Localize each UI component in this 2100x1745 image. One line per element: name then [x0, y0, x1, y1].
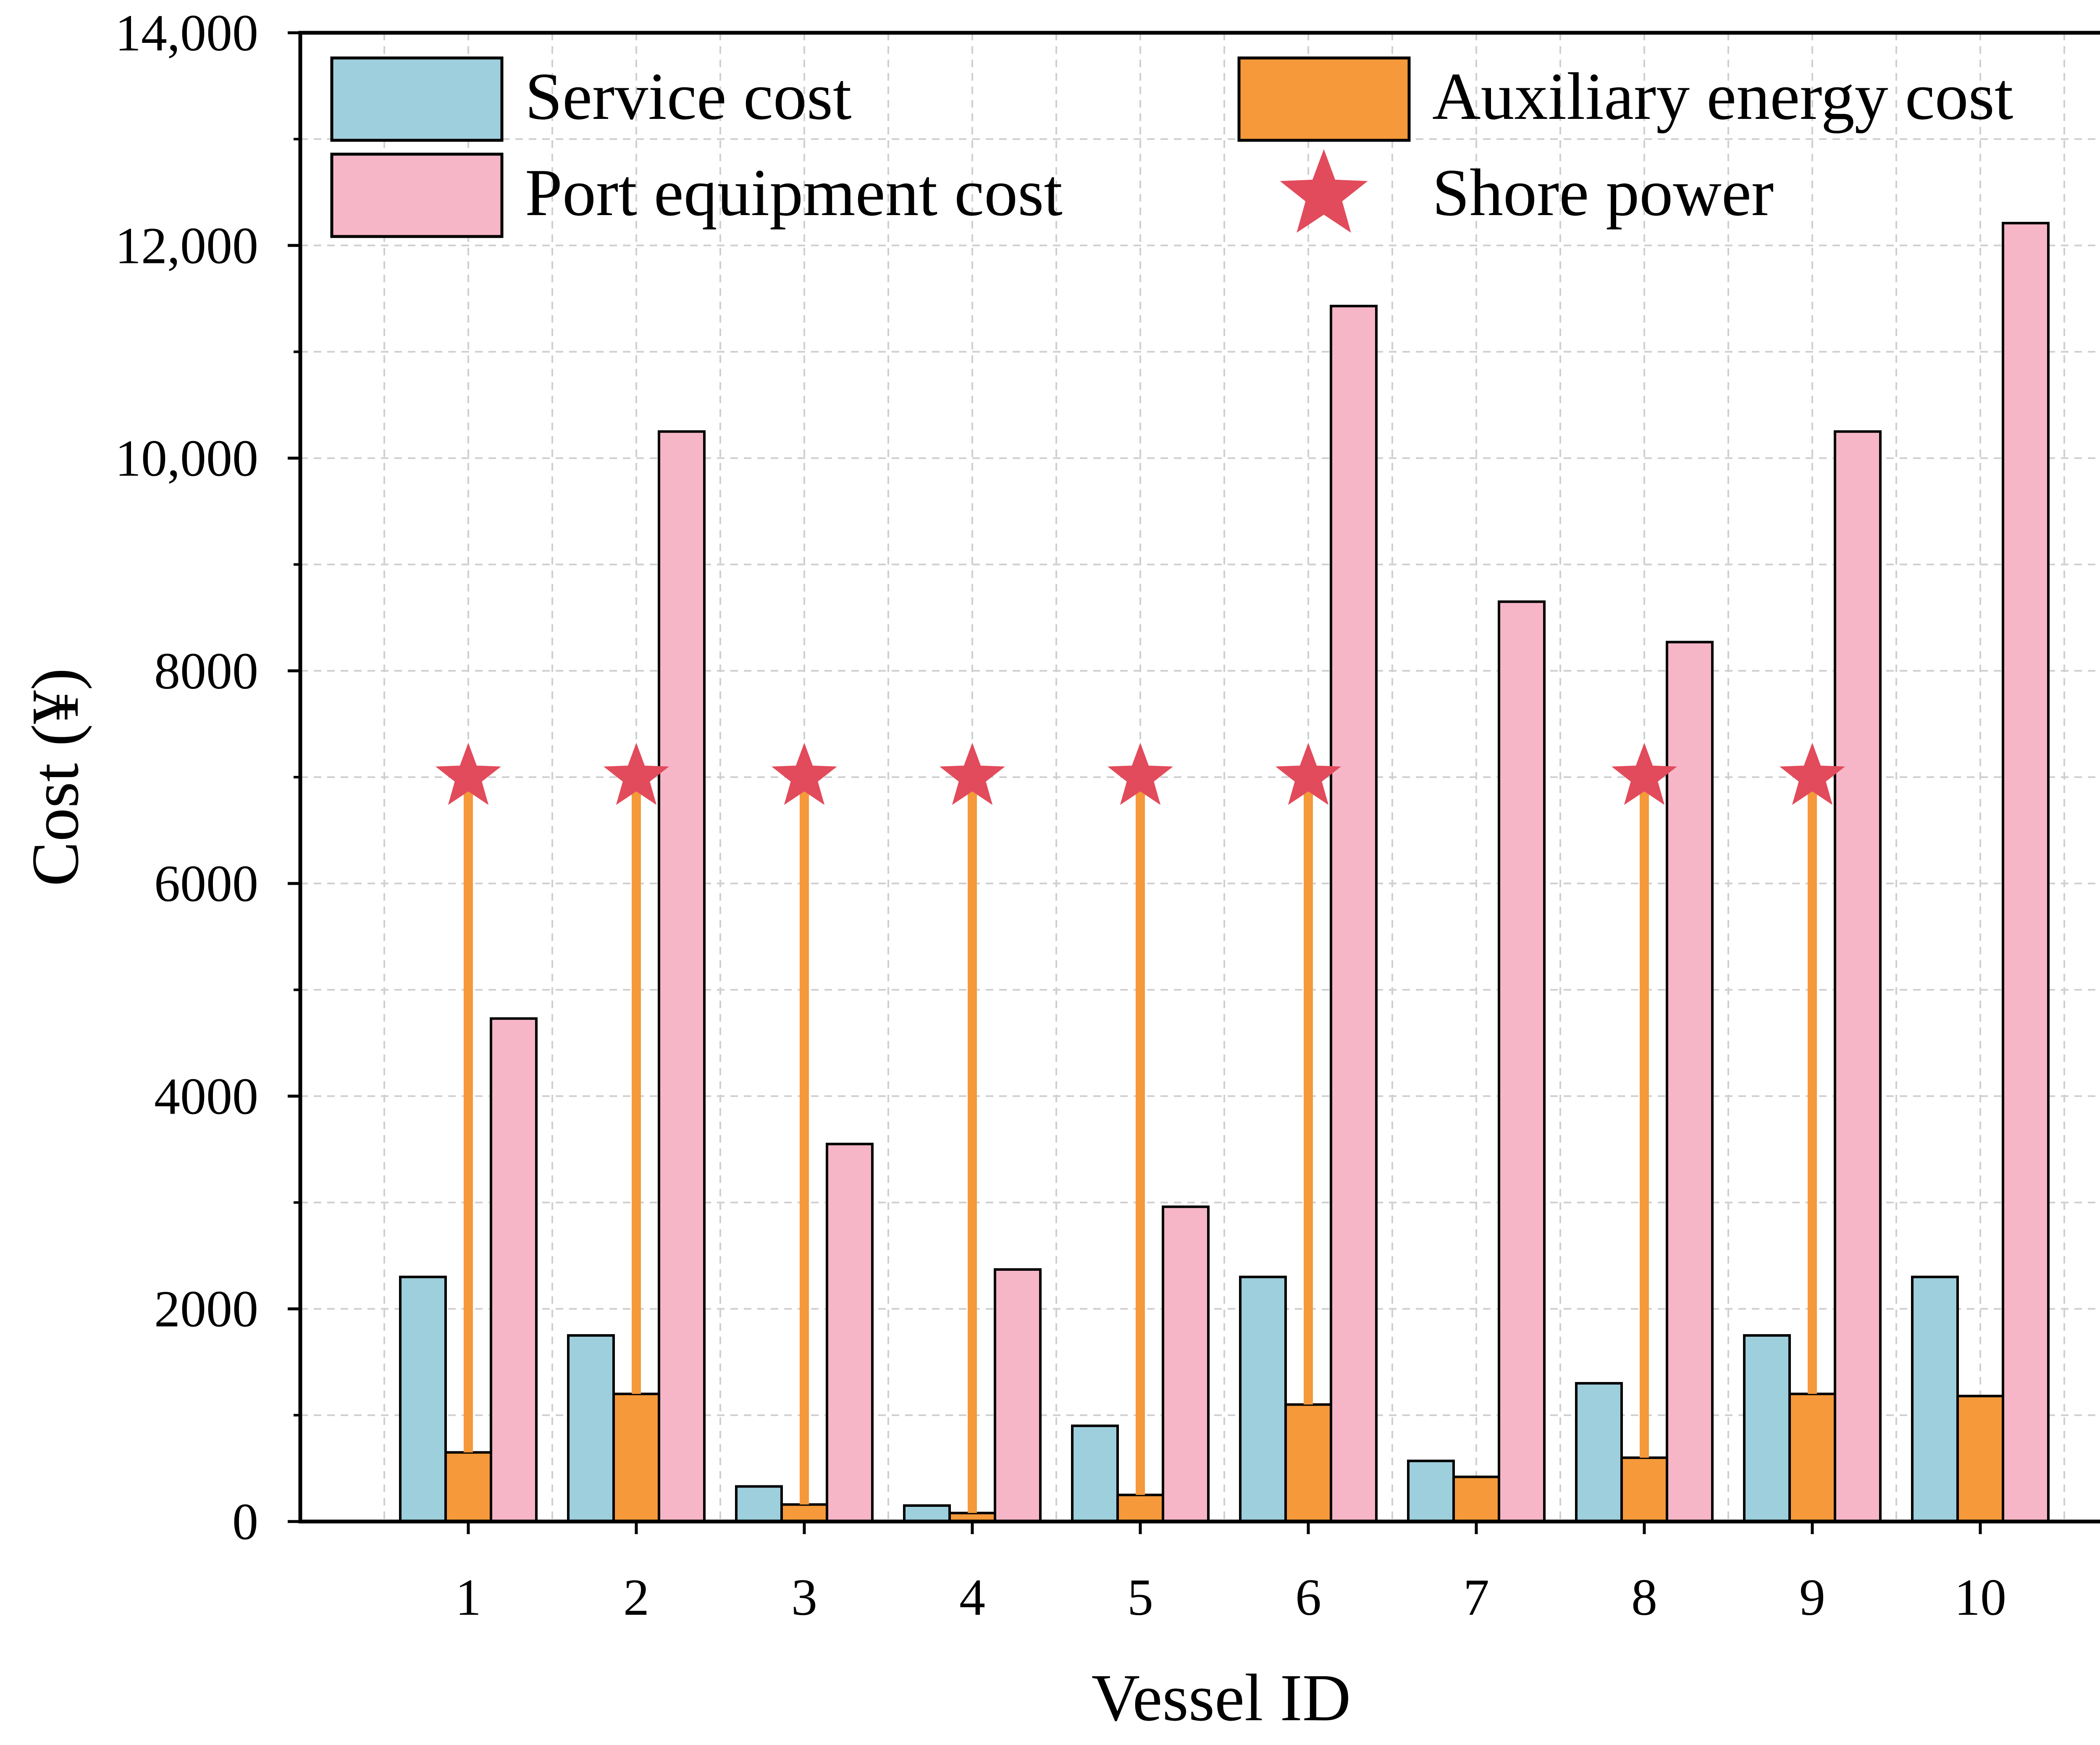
bar-port-equipment-cost-1 — [490, 1017, 538, 1523]
bar-service-cost-5 — [1071, 1424, 1119, 1523]
y-tick-label: 12,000 — [115, 217, 258, 274]
shore-power-star-5 — [1108, 743, 1173, 805]
bar-service-cost-8 — [1575, 1382, 1623, 1523]
bar-port-equipment-cost-2 — [658, 430, 706, 1523]
shore-power-stems — [464, 777, 1817, 1513]
x-tick-label: 5 — [1127, 1569, 1153, 1626]
bar-auxiliary-energy-cost-10 — [1956, 1395, 2004, 1523]
x-tick-label: 4 — [959, 1569, 985, 1626]
x-axis-ticks: 1 2 3 4 5 6 7 8 9 10 — [455, 1522, 2006, 1626]
bar-service-cost-10 — [1911, 1275, 1959, 1523]
x-axis-title: Vessel ID — [1092, 1660, 1351, 1735]
bar-port-equipment-cost-5 — [1162, 1205, 1210, 1523]
x-tick-label: 2 — [623, 1569, 649, 1626]
y-tick-label: 6000 — [154, 855, 258, 912]
x-tick-label: 6 — [1295, 1569, 1321, 1626]
legend: Service cost Auxiliary energy cost Port eq… — [330, 56, 2013, 238]
y-tick-label: 0 — [232, 1493, 258, 1551]
bar-service-cost-9 — [1743, 1334, 1791, 1523]
y-tick-label: 4000 — [154, 1067, 258, 1125]
bar-auxiliary-energy-cost-6 — [1284, 1403, 1332, 1523]
bar-auxiliary-energy-cost-8 — [1620, 1456, 1668, 1523]
legend-label-shore-power: Shore power — [1432, 155, 1774, 230]
bar-port-equipment-cost-3 — [826, 1143, 874, 1523]
bar-port-equipment-cost-6 — [1330, 305, 1378, 1523]
legend-label-auxiliary-energy-cost: Auxiliary energy cost — [1432, 59, 2013, 134]
y-tick-label: 8000 — [154, 642, 258, 700]
x-tick-label: 9 — [1799, 1569, 1825, 1626]
shore-power-star-4 — [940, 743, 1005, 805]
y-tick-label: 14,000 — [115, 4, 258, 62]
bar-service-cost-3 — [735, 1485, 783, 1523]
bar-auxiliary-energy-cost-2 — [612, 1393, 660, 1523]
bar-auxiliary-energy-cost-7 — [1452, 1475, 1500, 1523]
bar-auxiliary-energy-cost-3 — [780, 1503, 828, 1523]
x-tick-label: 1 — [455, 1569, 481, 1626]
x-tick-label: 7 — [1463, 1569, 1489, 1626]
bar-port-equipment-cost-8 — [1666, 641, 1714, 1523]
shore-power-star-6 — [1276, 743, 1341, 805]
legend-label-port-equipment-cost: Port equipment cost — [525, 155, 1063, 230]
legend-swatch-auxiliary-energy-cost — [1237, 56, 1411, 142]
bar-port-equipment-cost-9 — [1834, 430, 1882, 1523]
bar-service-cost-2 — [567, 1334, 615, 1523]
shore-power-star-1 — [436, 743, 501, 805]
bar-auxiliary-energy-cost-1 — [444, 1451, 492, 1523]
legend-swatch-shore-power — [1280, 149, 1368, 233]
bar-auxiliary-energy-cost-5 — [1116, 1493, 1164, 1523]
bar-service-cost-7 — [1407, 1459, 1455, 1523]
shore-power-markers — [436, 743, 1845, 805]
y-tick-label: 2000 — [154, 1280, 258, 1338]
legend-swatch-port-equipment-cost — [330, 152, 504, 238]
shore-power-star-9 — [1780, 743, 1845, 805]
x-tick-label: 10 — [1954, 1569, 2006, 1626]
legend-label-service-cost: Service cost — [525, 59, 852, 134]
bar-auxiliary-energy-cost-9 — [1788, 1393, 1836, 1523]
y-axis-title: Cost (¥) — [18, 668, 92, 886]
y-axis-ticks: 0 2000 4000 6000 8000 10,000 12,000 14,000 — [115, 4, 300, 1551]
bar-service-cost-4 — [903, 1504, 951, 1523]
bar-port-equipment-cost-10 — [2002, 222, 2050, 1523]
shore-power-star-8 — [1612, 743, 1677, 805]
legend-swatch-service-cost — [330, 56, 504, 142]
bar-service-cost-6 — [1239, 1275, 1287, 1523]
y-tick-label: 10,000 — [115, 430, 258, 487]
shore-power-star-2 — [604, 743, 669, 805]
x-tick-label: 8 — [1631, 1569, 1657, 1626]
bar-port-equipment-cost-7 — [1498, 600, 1546, 1523]
shore-power-star-3 — [772, 743, 837, 805]
bar-service-cost-1 — [399, 1275, 447, 1523]
x-tick-label: 3 — [791, 1569, 817, 1626]
bar-port-equipment-cost-4 — [994, 1268, 1042, 1523]
